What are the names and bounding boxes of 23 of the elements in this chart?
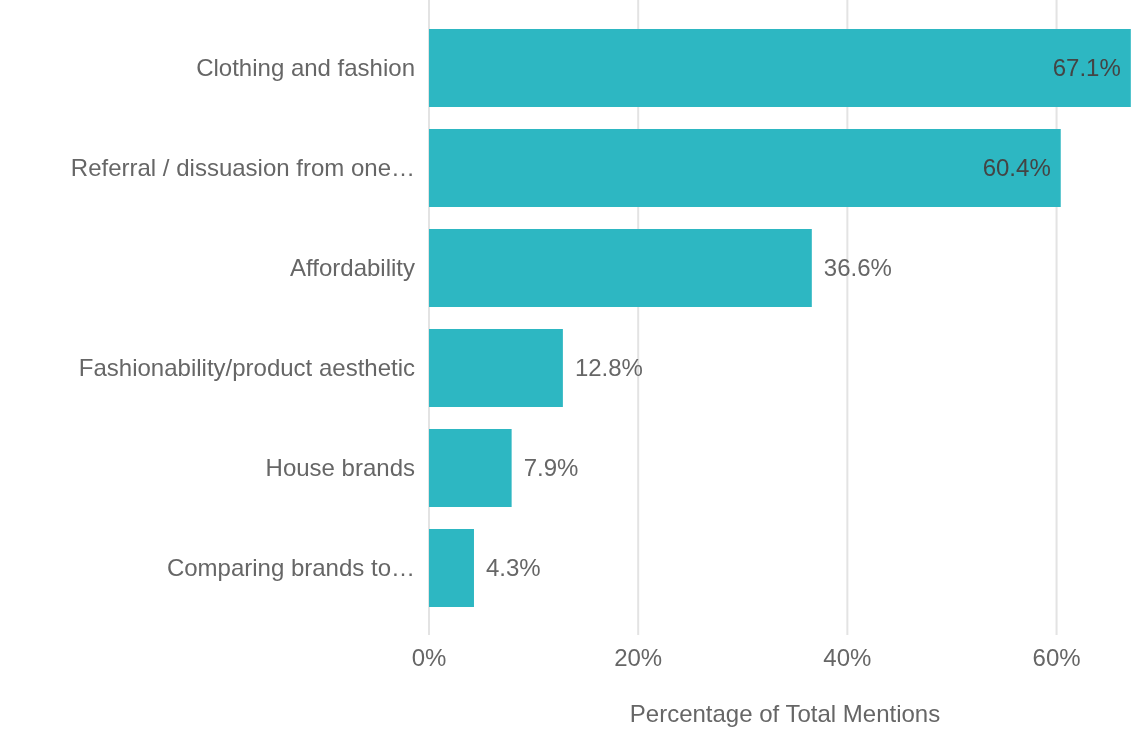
data-label: 60.4% — [982, 154, 1051, 182]
x-tick-label: 40% — [823, 644, 872, 671]
bar — [429, 329, 563, 407]
data-label: 12.8% — [574, 354, 643, 382]
data-label: 67.1% — [1052, 54, 1121, 82]
y-tick-label: Referral / dissuasion from one… — [70, 154, 415, 182]
x-tick-label: 0% — [411, 644, 447, 671]
bar — [429, 429, 512, 507]
bar — [429, 529, 474, 607]
bar — [429, 129, 1061, 207]
x-axis-title: Percentage of Total Mentions — [629, 700, 941, 727]
bar — [429, 29, 1131, 107]
x-tick-label: 60% — [1032, 644, 1081, 671]
y-tick-label: House brands — [265, 454, 415, 482]
x-tick-label: 20% — [614, 644, 663, 671]
y-tick-label: Clothing and fashion — [196, 54, 415, 82]
data-label: 36.6% — [823, 254, 892, 282]
y-tick-label: Fashionability/product aesthetic — [78, 354, 415, 382]
y-tick-label: Affordability — [290, 254, 415, 282]
bar — [429, 229, 812, 307]
data-label: 4.3% — [485, 554, 541, 582]
y-tick-label: Comparing brands to… — [166, 554, 415, 582]
data-label: 7.9% — [523, 454, 579, 482]
